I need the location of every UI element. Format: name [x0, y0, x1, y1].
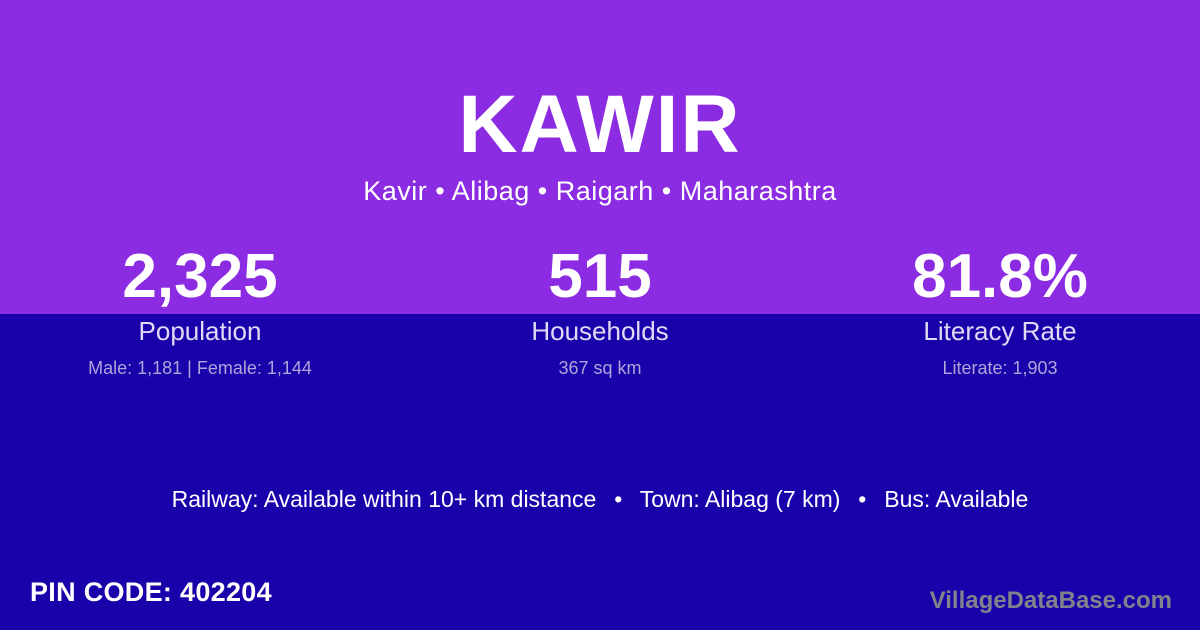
- village-title: KAWIR: [458, 79, 742, 170]
- site-watermark: VillageDataBase.com: [929, 587, 1172, 614]
- households-label: Households: [531, 316, 669, 346]
- population-label: Population: [138, 316, 262, 346]
- stat-literacy: 81.8% Literacy Rate Literate: 1,903: [800, 246, 1200, 379]
- households-detail: 367 sq km: [558, 358, 642, 378]
- households-value: 515: [548, 242, 652, 311]
- location-breadcrumb: Kavir • Alibag • Raigarh • Maharashtra: [363, 176, 837, 206]
- stats-row: 2,325 Population Male: 1,181 | Female: 1…: [0, 246, 1200, 379]
- population-detail: Male: 1,181 | Female: 1,144: [88, 358, 312, 378]
- purple-top-band: [0, 0, 1200, 314]
- stat-households: 515 Households 367 sq km: [400, 246, 800, 379]
- literacy-value: 81.8%: [912, 242, 1088, 311]
- stat-population: 2,325 Population Male: 1,181 | Female: 1…: [0, 246, 400, 379]
- pin-code-label: PIN CODE: 402204: [30, 577, 272, 607]
- transport-info-line: Railway: Available within 10+ km distanc…: [171, 486, 1029, 512]
- literacy-detail: Literate: 1,903: [942, 358, 1058, 378]
- population-value: 2,325: [122, 242, 278, 311]
- literacy-label: Literacy Rate: [923, 316, 1077, 346]
